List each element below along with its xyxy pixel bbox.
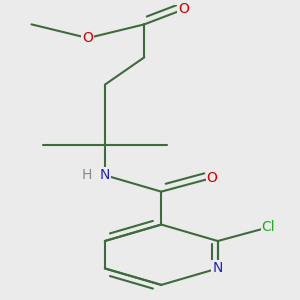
Text: O: O	[178, 2, 189, 16]
Text: N: N	[212, 261, 223, 275]
Text: O: O	[82, 31, 93, 45]
Text: H: H	[81, 168, 92, 182]
Text: Cl: Cl	[262, 220, 275, 234]
Text: O: O	[207, 171, 218, 185]
Text: N: N	[100, 168, 110, 182]
